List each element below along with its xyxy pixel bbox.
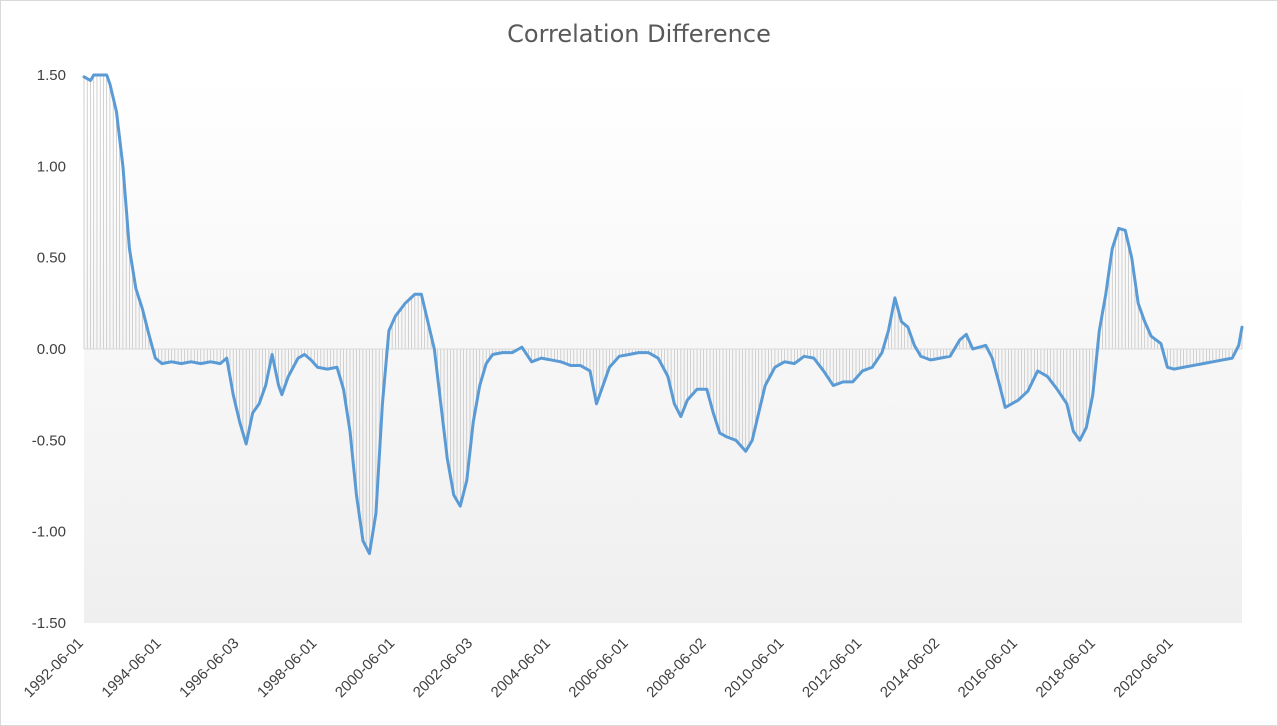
y-tick-label: -0.50	[32, 432, 66, 449]
series-group	[82, 73, 1244, 556]
series-line	[82, 73, 1244, 556]
y-axis: 1.50 1.00 0.50 0.00 -0.50 -1.00 -1.50	[32, 67, 66, 632]
y-tick-label: 1.00	[37, 158, 66, 175]
y-tick-label: 0.00	[37, 341, 66, 358]
chart-title: Correlation Difference	[507, 20, 771, 48]
y-tick-label: -1.50	[32, 615, 66, 632]
y-tick-label: 1.50	[37, 67, 66, 84]
drop-lines	[83, 75, 1243, 554]
y-tick-label: 0.50	[37, 250, 66, 267]
y-tick-label: -1.00	[32, 524, 66, 541]
